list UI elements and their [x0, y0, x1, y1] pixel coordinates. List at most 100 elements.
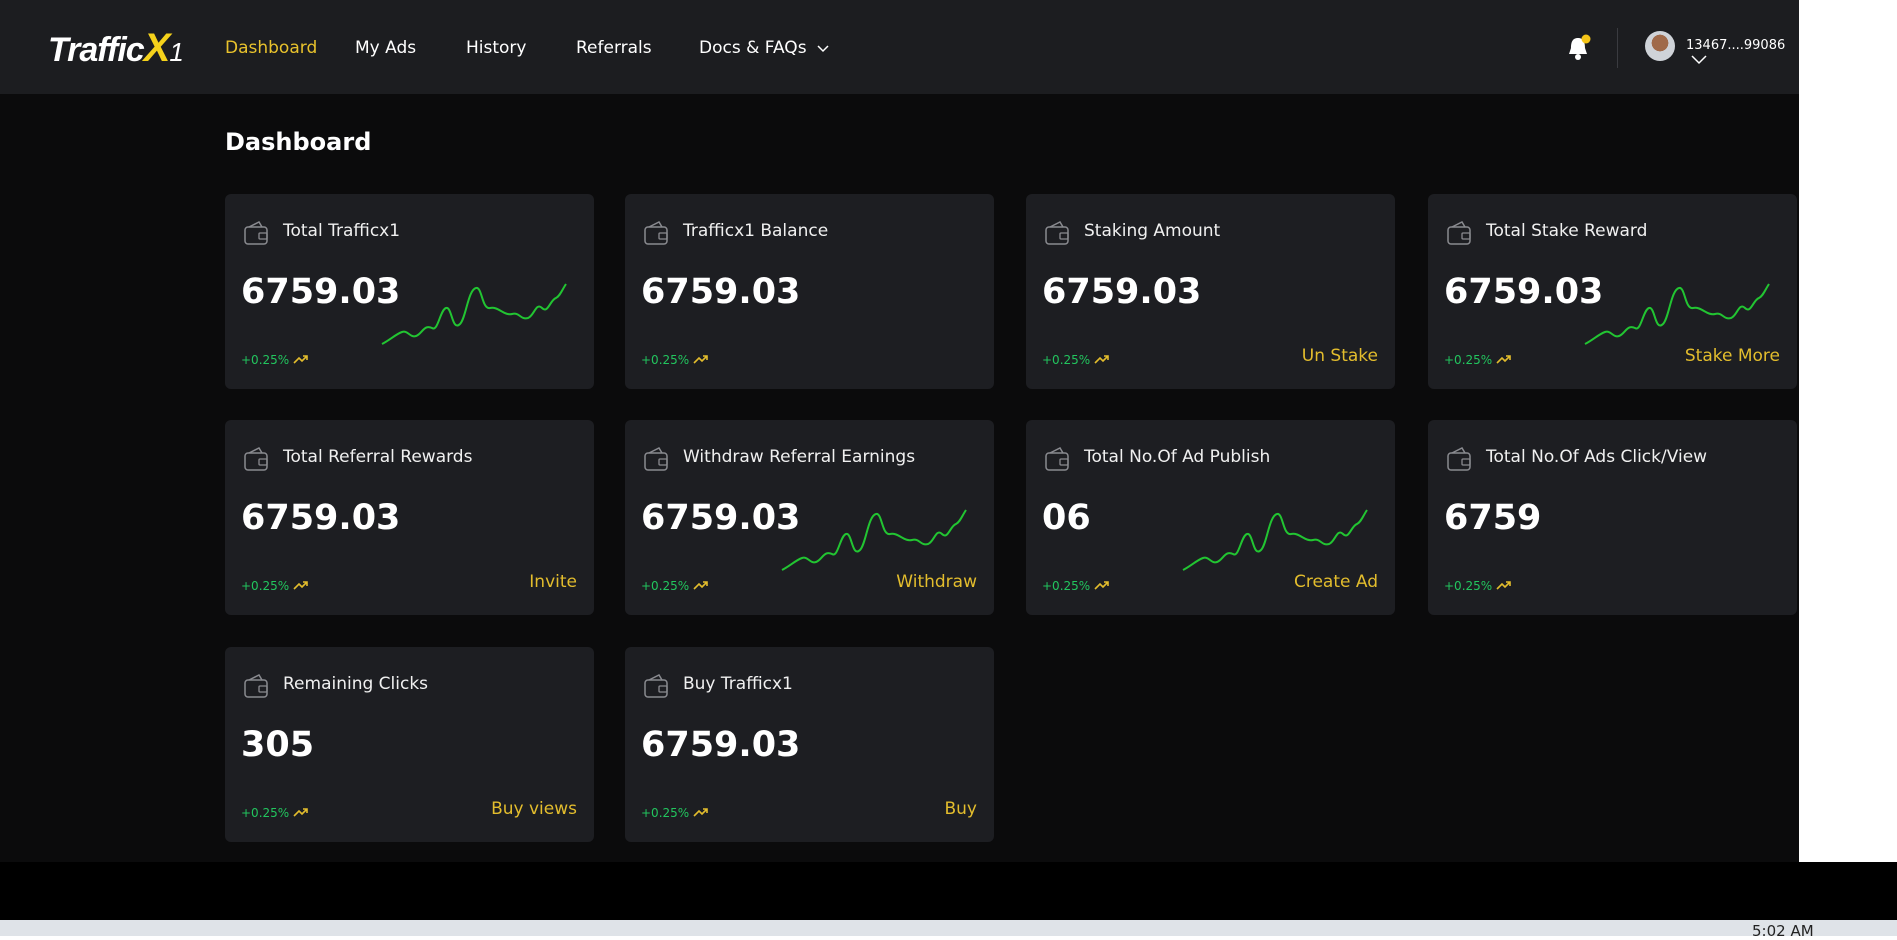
card-title: Buy Trafficx1 [683, 674, 793, 694]
card-change: +0.25% [641, 579, 709, 593]
card-icon [1045, 221, 1069, 245]
app: TrafficX1 Dashboard My Ads History Refer… [0, 0, 1799, 862]
trend-icon [693, 808, 708, 817]
card-value: 305 [241, 725, 315, 765]
nav-dropdown[interactable]: Docs & FAQs [699, 38, 830, 58]
sparkline [1182, 509, 1368, 571]
card-value: 6759.03 [641, 725, 801, 765]
card-action[interactable]: Un Stake [1301, 346, 1378, 366]
stat-card: Total No.Of Ads Click/View 6759 +0.25% [1428, 420, 1797, 615]
page-title: Dashboard [225, 128, 372, 156]
card-title: Withdraw Referral Earnings [683, 447, 916, 467]
change-text: +0.25% [641, 353, 690, 367]
chevron [1691, 55, 1707, 65]
divider [1617, 28, 1618, 68]
logo[interactable]: TrafficX1 [48, 26, 184, 71]
trend-icon [693, 581, 708, 590]
card-change: +0.25% [1042, 353, 1110, 367]
change-text: +0.25% [641, 579, 690, 593]
stat-card: Total Trafficx1 6759.03 +0.25% [225, 194, 594, 389]
trend-icon [293, 581, 308, 590]
card-icon [644, 221, 668, 245]
card-icon [1447, 447, 1471, 471]
card-icon [244, 674, 268, 698]
bottom-bar [0, 862, 1897, 920]
card-change: +0.25% [241, 579, 309, 593]
trend-icon [293, 808, 308, 817]
card-icon [644, 674, 668, 698]
card-change: +0.25% [1444, 353, 1512, 367]
avatar[interactable] [1645, 31, 1675, 61]
card-title: Remaining Clicks [283, 674, 429, 694]
trend-icon [693, 355, 708, 364]
sparkline [781, 509, 967, 571]
taskbar [0, 920, 1897, 936]
card-change: +0.25% [1042, 579, 1110, 593]
change-text: +0.25% [1042, 353, 1091, 367]
card-action[interactable]: Buy [944, 799, 978, 819]
card-action[interactable]: Create Ad [1293, 572, 1378, 592]
card-value: 06 [1042, 498, 1091, 538]
card-value: 6759.03 [641, 272, 801, 312]
clock: 5:02 AM [1752, 922, 1814, 940]
card-change: +0.25% [241, 806, 309, 820]
navbar: TrafficX1 Dashboard My Ads History Refer… [0, 0, 1799, 94]
card-action[interactable]: Invite [529, 572, 577, 592]
user-menu[interactable]: 13467....99086 [1686, 38, 1799, 69]
nav-link[interactable]: My Ads [355, 38, 417, 58]
card-value: 6759.03 [641, 498, 801, 538]
trend-icon [1496, 355, 1511, 364]
card-value: 6759.03 [1042, 272, 1202, 312]
card-icon [644, 447, 668, 471]
card-title: Total No.Of Ads Click/View [1486, 447, 1708, 467]
card-title: Trafficx1 Balance [683, 221, 829, 241]
card-icon [1447, 221, 1471, 245]
wallet-address: 13467....99086 [1686, 38, 1786, 53]
card-action[interactable]: Stake More [1684, 346, 1780, 366]
stat-card: Withdraw Referral Earnings 6759.03 +0.25% W… [625, 420, 994, 615]
nav-link[interactable]: Dashboard [225, 38, 318, 58]
stat-card: Trafficx1 Balance 6759.03 +0.25% [625, 194, 994, 389]
logo-one: 1 [169, 37, 184, 67]
chevron [817, 45, 829, 53]
card-action[interactable]: Withdraw [896, 572, 977, 592]
sparkline [381, 283, 567, 345]
card-icon [1045, 447, 1069, 471]
card-change: +0.25% [641, 806, 709, 820]
trend-icon [1094, 355, 1109, 364]
notification-bell[interactable] [1566, 34, 1592, 62]
stat-card: Total Stake Reward 6759.03 +0.25% Stake Mor… [1428, 194, 1797, 389]
card-title: Total Referral Rewards [283, 447, 473, 467]
card-action[interactable]: Buy views [491, 799, 577, 819]
trend-icon [1094, 581, 1109, 590]
change-text: +0.25% [1042, 579, 1091, 593]
nav-link-text: Docs & FAQs [699, 38, 807, 58]
card-value: 6759 [1444, 498, 1542, 538]
stat-card: Buy Trafficx1 6759.03 +0.25% Buy [625, 647, 994, 842]
change-text: +0.25% [641, 806, 690, 820]
change-text: +0.25% [241, 579, 290, 593]
sparkline [1584, 283, 1770, 345]
card-value: 6759.03 [1444, 272, 1604, 312]
card-icon [244, 221, 268, 245]
card-change: +0.25% [241, 353, 309, 367]
card-change: +0.25% [1444, 579, 1512, 593]
card-title: Total No.Of Ad Publish [1084, 447, 1271, 467]
card-title: Total Trafficx1 [283, 221, 401, 241]
stat-card: Staking Amount 6759.03 +0.25% Un Stake [1026, 194, 1395, 389]
change-text: +0.25% [1444, 353, 1493, 367]
logo-x: X [143, 26, 171, 70]
stat-card: Remaining Clicks 305 +0.25% Buy views [225, 647, 594, 842]
card-value: 6759.03 [241, 272, 401, 312]
trend-icon [1496, 581, 1511, 590]
trend-icon [293, 355, 308, 364]
card-icon [244, 447, 268, 471]
nav-link[interactable]: History [466, 38, 527, 58]
card-value: 6759.03 [241, 498, 401, 538]
stat-card: Total Referral Rewards 6759.03 +0.25% Invit… [225, 420, 594, 615]
change-text: +0.25% [241, 353, 290, 367]
nav-link[interactable]: Referrals [576, 38, 652, 58]
stat-card: Total No.Of Ad Publish 06 +0.25% Create Ad [1026, 420, 1395, 615]
card-change: +0.25% [641, 353, 709, 367]
